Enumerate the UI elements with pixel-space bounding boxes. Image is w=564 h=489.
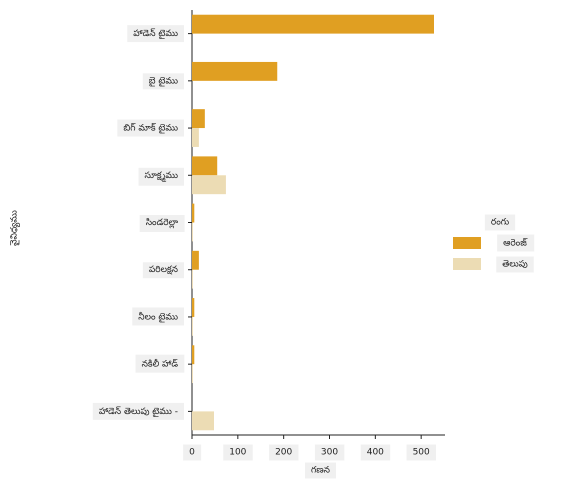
bar xyxy=(192,203,195,223)
bar xyxy=(192,222,193,242)
y-tick-label-bg xyxy=(142,262,184,279)
bar xyxy=(192,175,226,195)
bar xyxy=(192,316,193,336)
y-tick-label-bg xyxy=(132,307,184,326)
x-tick-label-bg xyxy=(223,444,253,461)
y-axis-label: వైవిధ్యము xyxy=(10,210,21,246)
bar xyxy=(192,61,278,81)
y-tick-label: బిగ్ మాక్ టైము xyxy=(123,123,178,134)
x-tick-label-bg xyxy=(183,444,202,461)
y-tick-label: నీలం టైము xyxy=(138,310,178,322)
legend-swatch xyxy=(453,237,481,249)
legend-label-bg xyxy=(497,234,535,252)
x-tick-label-bg xyxy=(269,444,299,461)
x-axis-label-bg xyxy=(305,462,336,479)
bar xyxy=(192,411,214,431)
bar xyxy=(192,250,199,270)
x-tick-label: 200 xyxy=(275,448,292,458)
legend-swatch xyxy=(453,258,481,270)
x-tick-label: 100 xyxy=(229,448,246,458)
bar xyxy=(192,364,193,384)
x-tick-label-bg xyxy=(360,444,391,461)
y-tick-label-bg xyxy=(117,119,184,137)
legend-label-bg xyxy=(496,256,534,273)
legend-label: ఆరెంజ్ xyxy=(503,238,528,249)
x-tick-label-bg xyxy=(314,444,345,461)
y-tick-label-bg xyxy=(127,25,184,43)
x-axis-label: గణన xyxy=(311,466,330,476)
legend-title: రంగు xyxy=(491,218,509,228)
bar xyxy=(192,345,195,365)
y-tick-label-bg xyxy=(92,402,184,420)
y-tick-label-bg xyxy=(142,73,184,90)
bar xyxy=(192,14,434,34)
x-tick-label: 300 xyxy=(321,448,338,458)
x-tick-label: 0 xyxy=(189,448,195,458)
y-tick-label: హాడెన్ టైము xyxy=(133,28,178,39)
bar xyxy=(192,269,193,289)
x-tick-label: 400 xyxy=(367,448,384,458)
y-tick-label: పరిలక్షన xyxy=(149,265,178,275)
x-tick-label: 500 xyxy=(413,448,430,458)
y-tick-label: నకిలీ హాడ్ xyxy=(142,358,179,370)
y-tick-label: సిండరెల్లా xyxy=(146,218,179,229)
y-tick-label-bg xyxy=(139,215,185,232)
y-tick-label-bg xyxy=(135,354,185,373)
legend-label: తెలుపు xyxy=(502,260,527,270)
bar xyxy=(192,156,218,176)
bar xyxy=(192,298,195,317)
y-tick-label: బై టైము xyxy=(149,76,178,86)
x-tick-label-bg xyxy=(406,444,437,461)
y-tick-label: హాడెన్ తెలుపు టైము - xyxy=(99,406,178,417)
y-tick-label-bg xyxy=(138,167,184,186)
bar xyxy=(192,128,199,147)
bar xyxy=(192,109,205,129)
y-tick-label: సూక్ష్మము xyxy=(145,171,178,183)
legend-title-bg xyxy=(484,214,516,231)
